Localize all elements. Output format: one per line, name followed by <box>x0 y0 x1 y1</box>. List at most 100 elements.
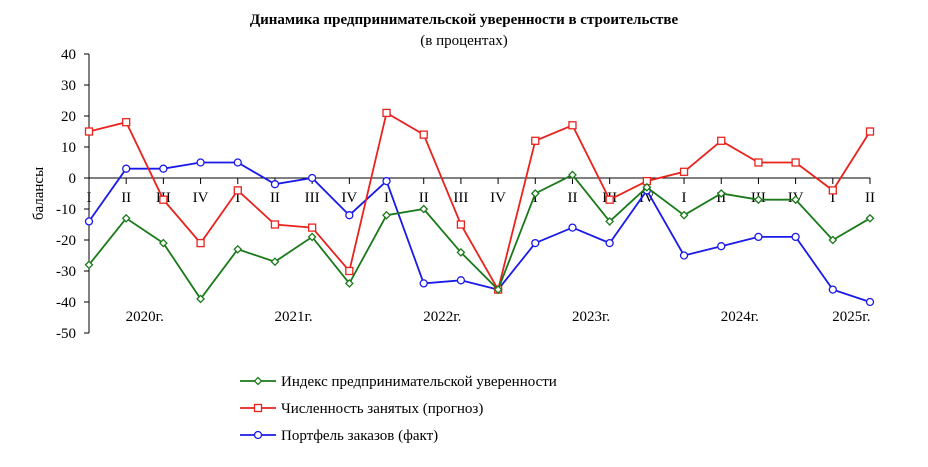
x-tick-label: I <box>384 190 389 206</box>
chart-title: Динамика предпринимательской уверенности… <box>249 12 679 28</box>
legend-item-0: Индекс предпринимательской уверенности <box>240 374 557 390</box>
data-point <box>679 251 689 260</box>
y-tick-label: 40 <box>61 47 76 63</box>
data-point <box>270 257 280 267</box>
series-line <box>88 161 871 303</box>
data-point <box>419 204 429 214</box>
chart-subtitle: (в процентах) <box>420 33 508 49</box>
y-tick-label: 20 <box>61 109 76 125</box>
data-point <box>717 242 726 251</box>
data-point <box>828 235 838 245</box>
legend-item-2: Портфель заказов (факт) <box>240 428 438 444</box>
year-label: 2021г. <box>274 309 312 325</box>
data-point <box>270 220 280 229</box>
y-tick-label: 10 <box>61 140 76 156</box>
data-point <box>233 186 242 195</box>
year-label: 2025г. <box>832 309 870 325</box>
data-point <box>382 176 391 186</box>
x-tick-label: II <box>121 190 131 206</box>
x-tick-label: I <box>235 190 240 206</box>
x-tick-label: IV <box>639 190 655 206</box>
y-tick-label: 0 <box>69 171 77 187</box>
x-tick-label: II <box>865 190 875 206</box>
data-point <box>865 213 875 223</box>
data-point <box>493 285 503 295</box>
data-point <box>642 182 652 192</box>
data-point <box>568 170 577 180</box>
chart-legend: Индекс предпринимательской уверенности Чи… <box>240 374 557 444</box>
data-point <box>344 278 354 288</box>
data-point <box>196 294 205 304</box>
data-point <box>233 244 243 254</box>
y-tick-label: -10 <box>56 202 76 218</box>
data-point <box>865 127 875 136</box>
y-tick-label: 30 <box>61 78 76 94</box>
year-label: 2023г. <box>572 309 610 325</box>
series-line <box>88 173 871 301</box>
data-point <box>253 403 263 413</box>
data-point <box>84 260 94 270</box>
data-point <box>159 195 168 204</box>
data-point <box>865 297 875 307</box>
data-point <box>791 195 801 205</box>
legend-label: Портфель заказов (факт) <box>281 428 438 444</box>
data-point <box>345 266 354 276</box>
data-point <box>307 223 317 232</box>
data-point <box>382 210 391 220</box>
x-tick-label: II <box>270 190 280 206</box>
data-point <box>754 158 763 167</box>
data-point <box>419 279 428 288</box>
x-tick-label: II <box>716 190 726 206</box>
data-point <box>159 164 168 173</box>
x-tick-label: I <box>87 190 92 206</box>
data-point <box>382 108 391 118</box>
x-tick-label: I <box>533 190 538 206</box>
data-point <box>196 238 205 248</box>
legend-item-1: Численность занятых (прогноз) <box>240 401 483 417</box>
year-label: 2020г. <box>126 309 164 325</box>
data-point <box>791 232 800 242</box>
data-point <box>456 247 466 257</box>
x-tick-label: III <box>453 190 468 206</box>
chart-axes: 403020100-10-20-30-40-50балансыIIIIIIIVI… <box>31 47 875 342</box>
series-2 <box>84 158 875 307</box>
y-axis-label: балансы <box>31 167 47 220</box>
data-point <box>122 118 131 127</box>
x-tick-label: II <box>567 190 577 206</box>
data-point <box>233 158 242 167</box>
series-0 <box>84 170 875 304</box>
data-point <box>605 238 614 248</box>
data-point <box>754 232 763 242</box>
data-point <box>531 238 540 248</box>
legend-label: Индекс предпринимательской уверенности <box>281 374 557 390</box>
data-point <box>253 376 263 386</box>
data-point <box>345 211 354 220</box>
y-tick-label: -50 <box>56 326 76 342</box>
x-tick-label: IV <box>490 190 506 206</box>
data-point <box>754 195 763 205</box>
data-point <box>307 232 317 242</box>
data-point <box>158 238 168 248</box>
data-point <box>270 180 280 189</box>
x-tick-label: III <box>305 190 320 206</box>
x-tick-label: I <box>830 190 835 206</box>
x-tick-label: I <box>682 190 687 206</box>
data-point <box>716 189 726 198</box>
x-tick-label: II <box>419 190 429 206</box>
series-line <box>88 111 871 292</box>
y-tick-label: -30 <box>56 264 76 280</box>
data-point <box>717 136 726 145</box>
data-point <box>122 164 131 173</box>
data-point <box>791 158 800 167</box>
data-point <box>828 285 837 294</box>
data-point <box>679 210 689 220</box>
year-label: 2022г. <box>423 309 461 325</box>
data-point <box>84 217 94 226</box>
year-label: 2024г. <box>721 309 759 325</box>
data-point <box>679 167 689 176</box>
x-tick-label: IV <box>193 190 209 206</box>
data-point <box>456 220 466 229</box>
data-point <box>196 158 205 167</box>
data-point <box>568 223 577 232</box>
